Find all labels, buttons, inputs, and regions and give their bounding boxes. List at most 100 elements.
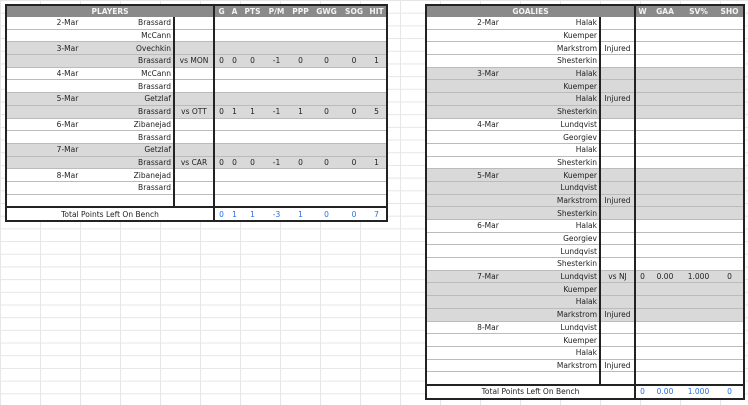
status-cell[interactable] [599, 29, 636, 43]
stat-cell[interactable] [264, 130, 290, 144]
stat-cell[interactable]: 0 [228, 54, 242, 68]
stat-cell[interactable] [312, 118, 342, 132]
name-cell[interactable]: McCann [128, 67, 174, 81]
stat-cell[interactable] [228, 17, 242, 30]
stat-cell[interactable] [214, 118, 229, 132]
date-cell[interactable] [426, 156, 549, 170]
name-cell[interactable]: Brassard [128, 105, 174, 119]
stat-cell[interactable] [214, 181, 229, 195]
status-cell[interactable] [599, 168, 636, 182]
stat-cell[interactable] [635, 295, 649, 309]
stat-cell[interactable] [649, 257, 681, 271]
name-cell[interactable]: Shesterkin [549, 105, 600, 119]
stat-cell[interactable] [341, 194, 368, 208]
stat-cell[interactable] [367, 168, 388, 182]
stat-cell[interactable] [264, 168, 290, 182]
stat-cell[interactable] [367, 181, 388, 195]
stat-cell[interactable] [214, 29, 229, 43]
stat-cell[interactable] [341, 181, 368, 195]
stat-cell[interactable] [681, 67, 716, 81]
stat-cell[interactable] [716, 156, 744, 170]
status-cell[interactable] [599, 156, 636, 170]
stat-cell[interactable]: 1 [289, 105, 313, 119]
date-cell[interactable]: 7-Mar [426, 270, 549, 284]
stat-cell[interactable] [649, 118, 681, 132]
date-cell[interactable] [426, 79, 549, 94]
date-cell[interactable] [426, 282, 549, 297]
stat-cell[interactable] [649, 206, 681, 220]
status-cell[interactable]: vs NJ [599, 270, 636, 284]
opp-cell[interactable] [172, 130, 216, 144]
stat-cell[interactable] [635, 105, 649, 119]
stat-cell[interactable]: 0 [312, 54, 342, 68]
stat-cell[interactable] [367, 130, 388, 144]
status-cell[interactable]: Injured [599, 308, 636, 322]
stat-cell[interactable]: 0 [312, 156, 342, 170]
stat-cell[interactable] [649, 371, 681, 386]
stat-cell[interactable] [681, 282, 716, 297]
stat-cell[interactable] [264, 92, 290, 106]
stat-cell[interactable]: 0.00 [649, 270, 681, 284]
stat-cell[interactable] [716, 29, 744, 43]
opp-cell[interactable] [172, 29, 216, 43]
stat-cell[interactable] [649, 321, 681, 335]
stat-cell[interactable] [635, 67, 649, 81]
stat-cell[interactable] [649, 143, 681, 157]
name-cell[interactable]: Lundqvist [549, 270, 600, 284]
stat-cell[interactable] [341, 29, 368, 43]
stat-cell[interactable] [341, 143, 368, 157]
date-cell[interactable] [426, 181, 549, 195]
status-cell[interactable] [599, 118, 636, 132]
date-cell[interactable] [6, 181, 128, 195]
stat-cell[interactable] [649, 346, 681, 360]
stat-cell[interactable] [681, 143, 716, 157]
stat-cell[interactable] [635, 333, 649, 347]
stat-cell[interactable] [649, 54, 681, 68]
stat-cell[interactable] [367, 67, 388, 81]
stat-cell[interactable] [635, 371, 649, 386]
name-cell[interactable]: Lundqvist [549, 321, 600, 335]
stat-cell[interactable] [241, 29, 265, 43]
date-cell[interactable] [426, 41, 549, 56]
stat-cell[interactable] [214, 194, 229, 208]
date-cell[interactable] [426, 308, 549, 322]
name-cell[interactable]: Kuemper [549, 282, 600, 297]
stat-cell[interactable] [264, 67, 290, 81]
stat-cell[interactable] [635, 181, 649, 195]
stat-cell[interactable]: -1 [264, 54, 290, 68]
stat-cell[interactable] [649, 244, 681, 259]
stat-cell[interactable] [716, 321, 744, 335]
stat-cell[interactable] [681, 257, 716, 271]
name-cell[interactable]: Getzlaf [128, 143, 174, 157]
stat-cell[interactable] [649, 92, 681, 106]
stat-cell[interactable] [367, 92, 388, 106]
stat-cell[interactable] [716, 118, 744, 132]
name-cell[interactable]: Halak [549, 219, 600, 233]
date-cell[interactable]: 3-Mar [426, 67, 549, 81]
stat-cell[interactable] [681, 130, 716, 144]
opp-cell[interactable] [172, 143, 216, 157]
stat-cell[interactable] [681, 79, 716, 94]
stat-cell[interactable] [681, 346, 716, 360]
status-cell[interactable] [599, 79, 636, 94]
stat-cell[interactable] [289, 143, 313, 157]
opp-cell[interactable]: vs CAR [172, 156, 216, 170]
stat-cell[interactable] [312, 168, 342, 182]
stat-cell[interactable] [649, 168, 681, 182]
stat-cell[interactable] [228, 29, 242, 43]
stat-cell[interactable]: 0 [214, 105, 229, 119]
name-cell[interactable]: Brassard [128, 181, 174, 195]
stat-cell[interactable] [289, 181, 313, 195]
stat-cell[interactable] [228, 168, 242, 182]
stat-cell[interactable] [264, 118, 290, 132]
stat-cell[interactable] [214, 67, 229, 81]
stat-cell[interactable] [716, 92, 744, 106]
status-cell[interactable] [599, 257, 636, 271]
stat-cell[interactable] [716, 54, 744, 68]
name-cell[interactable]: Halak [549, 346, 600, 360]
stat-cell[interactable] [635, 130, 649, 144]
date-cell[interactable] [6, 105, 128, 119]
stat-cell[interactable] [716, 219, 744, 233]
stat-cell[interactable] [649, 156, 681, 170]
opp-cell[interactable] [172, 181, 216, 195]
